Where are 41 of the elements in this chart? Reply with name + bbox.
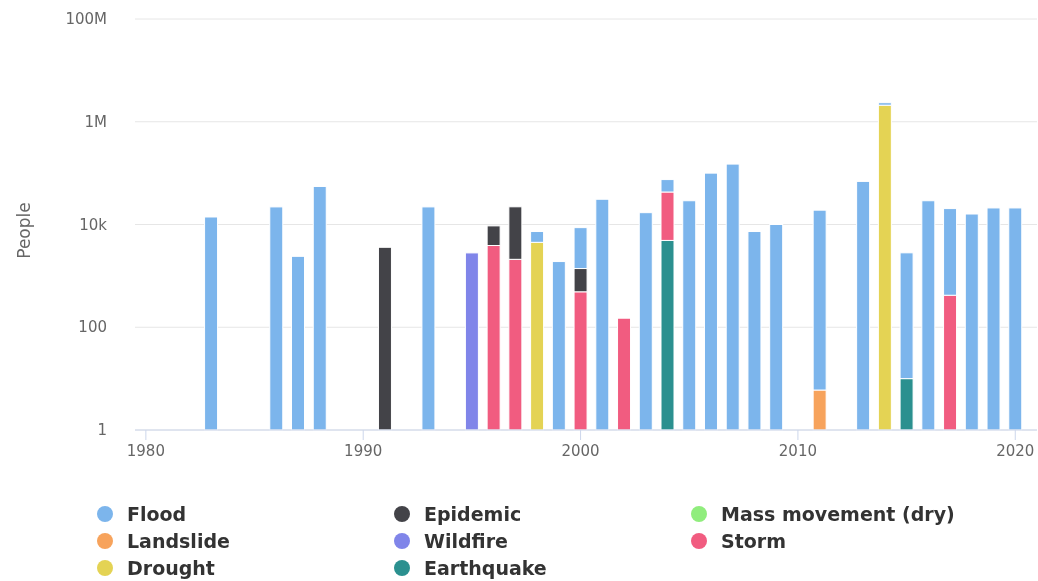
bar: [312, 185, 327, 431]
legend-label: Drought: [127, 557, 215, 579]
y-tick-label: 100: [78, 318, 107, 337]
bar: [377, 246, 392, 431]
bar: [682, 200, 697, 431]
legend-label: Mass movement (dry): [721, 503, 955, 525]
bar: [638, 212, 653, 431]
legend-label: Epidemic: [424, 503, 522, 525]
x-tick-label: 2020: [996, 442, 1035, 460]
legend-label: Flood: [127, 503, 187, 525]
legend-label: Earthquake: [424, 557, 547, 579]
y-tick-label: 10k: [79, 215, 108, 234]
bar: [856, 180, 871, 431]
x-tick-label: 1980: [126, 442, 165, 460]
legend-label: Storm: [721, 530, 786, 552]
bar: [464, 252, 479, 431]
bar: [421, 206, 436, 431]
y-tick-label: 100M: [65, 10, 107, 28]
bar: [986, 207, 1001, 431]
legend-label: Landslide: [127, 530, 230, 552]
bar: [747, 231, 762, 431]
bar: [725, 163, 740, 431]
x-tick-label: 2000: [561, 442, 600, 460]
y-tick-label: 1M: [84, 112, 107, 131]
bar: [595, 198, 610, 431]
x-tick-label: 1990: [344, 442, 383, 460]
bar: [291, 255, 306, 431]
legend-label: Wildfire: [424, 530, 508, 552]
y-axis-title: People: [14, 202, 34, 259]
x-tick-label: 2010: [778, 442, 818, 460]
bar: [1008, 207, 1023, 431]
bar: [921, 200, 936, 431]
bar: [769, 224, 784, 431]
y-tick-label: 1: [97, 421, 107, 439]
bar: [964, 213, 979, 431]
bar: [703, 172, 718, 431]
bar: [617, 317, 632, 431]
bar: [551, 261, 566, 431]
bar: [204, 216, 219, 431]
bar: [877, 104, 892, 431]
bar: [269, 206, 284, 431]
